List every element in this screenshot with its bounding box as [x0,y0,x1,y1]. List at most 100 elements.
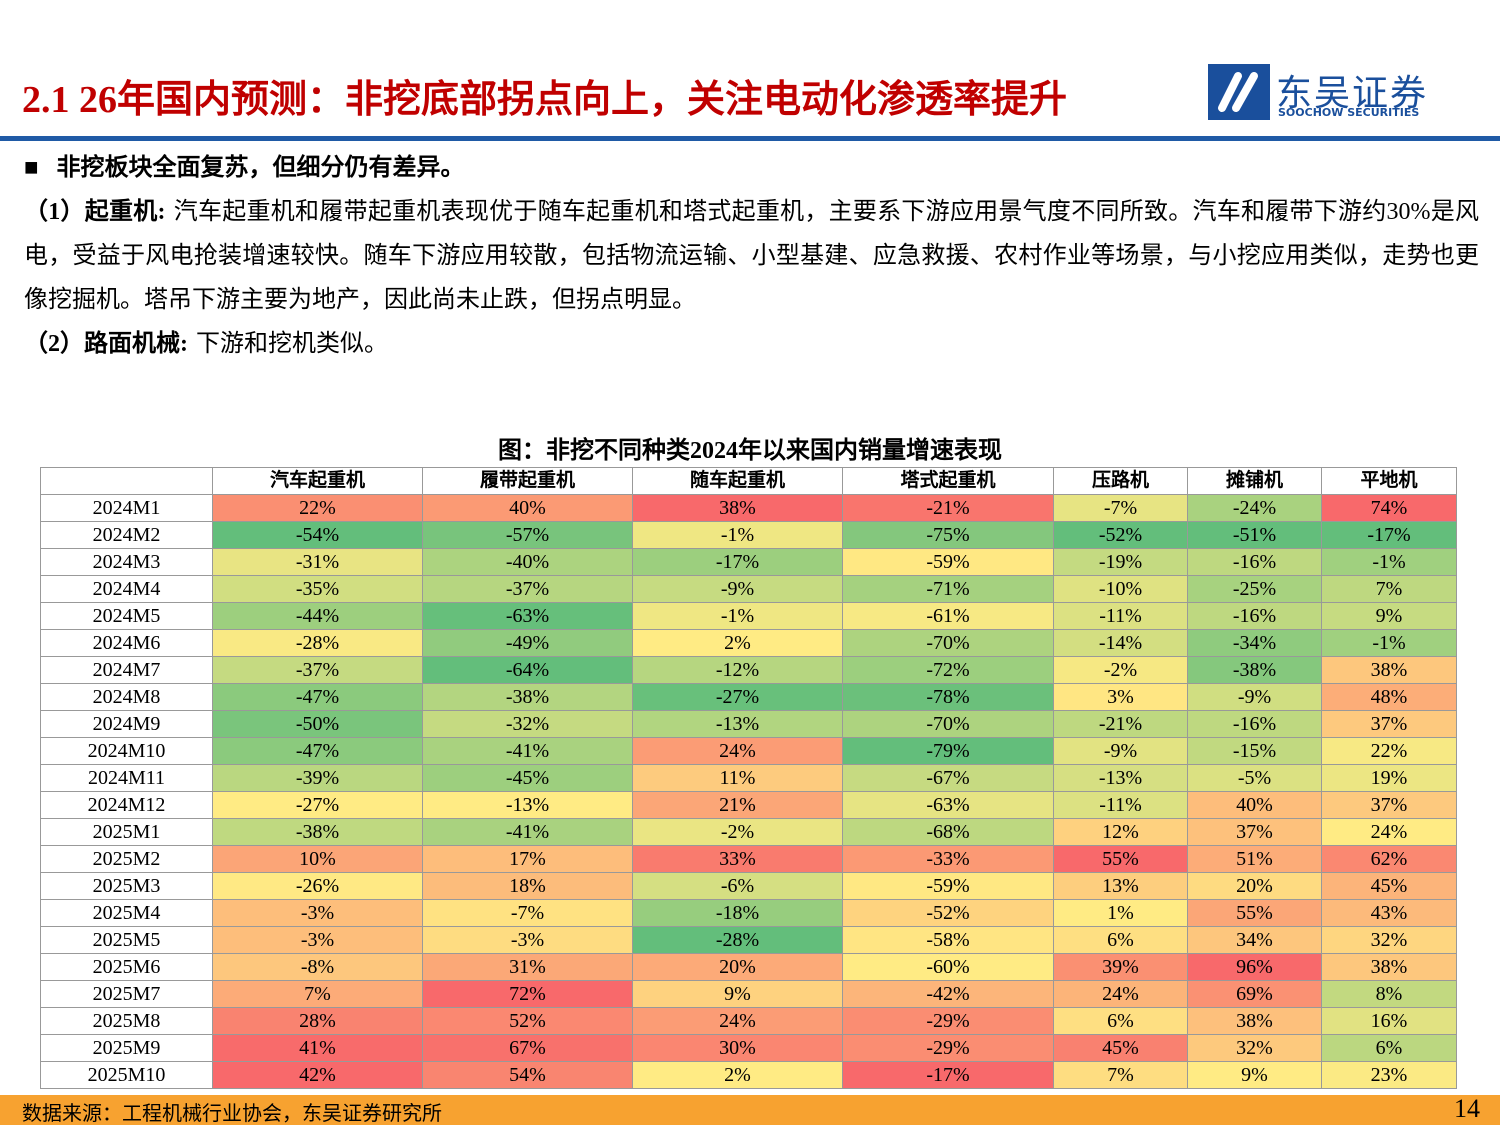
header-cell: 摊铺机 [1187,467,1322,495]
table-cell: -47% [212,683,423,711]
row-label: 2025M7 [40,980,213,1008]
table-cell: 7% [1321,575,1457,603]
table-cell: 8% [1321,980,1457,1008]
table-cell: -5% [1187,764,1322,792]
table-cell: 69% [1187,980,1322,1008]
paragraph-label: （2）路面机械: [24,331,188,357]
table-row: 2025M6 -8% 31% 20% -60% 39% 96% 38% [40,953,1457,981]
table-cell: 17% [422,845,633,873]
header-cell: 平地机 [1321,467,1457,495]
table-cell: 6% [1321,1034,1457,1062]
row-label: 2024M4 [40,575,213,603]
paragraphs: （1）起重机: 汽车起重机和履带起重机表现优于随车起重机和塔式起重机，主要系下游应… [24,190,1479,366]
table-cell: 23% [1321,1061,1457,1089]
table-cell: 19% [1321,764,1457,792]
table-cell: -50% [212,710,423,738]
table-cell: 62% [1321,845,1457,873]
table-cell: 6% [1053,1007,1188,1035]
row-label: 2024M10 [40,737,213,765]
table-cell: 9% [1321,602,1457,630]
table-cell: 51% [1187,845,1322,873]
table-cell: -70% [842,710,1054,738]
table-cell: 39% [1053,953,1188,981]
paragraph-text: 下游和挖机类似。 [196,331,388,357]
table-cell: -41% [422,737,633,765]
table-cell: 28% [212,1007,423,1035]
table-cell: -17% [1321,521,1457,549]
row-label: 2025M1 [40,818,213,846]
table-cell: 38% [1321,656,1457,684]
table-cell: -1% [1321,629,1457,657]
table-cell: -52% [842,899,1054,927]
paragraph: （1）起重机: 汽车起重机和履带起重机表现优于随车起重机和塔式起重机，主要系下游应… [24,190,1479,322]
table-cell: 3% [1053,683,1188,711]
table-cell: -47% [212,737,423,765]
table-cell: -38% [422,683,633,711]
row-label: 2024M7 [40,656,213,684]
logo-name: 东吴证券 [1276,73,1429,114]
table-cell: 10% [212,845,423,873]
table-cell: 22% [212,494,423,522]
table-cell: 45% [1321,872,1457,900]
table-cell: -38% [212,818,423,846]
table-cell: -11% [1053,791,1188,819]
table-row: 2024M5 -44% -63% -1% -61% -11% -16% 9% [40,602,1457,630]
table-cell: -18% [632,899,843,927]
table-cell: 6% [1053,926,1188,954]
table-cell: 9% [632,980,843,1008]
table-cell: 74% [1321,494,1457,522]
row-label: 2025M2 [40,845,213,873]
table-cell: -45% [422,764,633,792]
table-cell: -9% [1187,683,1322,711]
table-cell: -28% [212,629,423,657]
table-cell: 48% [1321,683,1457,711]
row-label: 2025M4 [40,899,213,927]
table-cell: 38% [632,494,843,522]
footer-bar [0,1095,1500,1125]
table-cell: -63% [842,791,1054,819]
table-cell: -17% [632,548,843,576]
table-row: 2025M1 -38% -41% -2% -68% 12% 37% 24% [40,818,1457,846]
row-label: 2024M1 [40,494,213,522]
table-cell: -17% [842,1061,1054,1089]
title: 2.1 26年国内预测：非挖底部拐点向上，关注电动化渗透率提升 [22,79,1068,121]
table: 汽车起重机 履带起重机 随车起重机 塔式起重机 压路机 摊铺机 平地机 2024M1 22% 40… [40,467,1457,1089]
table-cell: 22% [1321,737,1457,765]
table-cell: 20% [632,953,843,981]
table-cell: 18% [422,872,633,900]
table-cell: 33% [632,845,843,873]
table-cell: 67% [422,1034,633,1062]
table-cell: -3% [212,926,423,954]
table-cell: 24% [1321,818,1457,846]
table-row: 2025M8 28% 52% 24% -29% 6% 38% 16% [40,1007,1457,1035]
table-cell: 40% [1187,791,1322,819]
table-cell: 37% [1187,818,1322,846]
table-row: 2025M9 41% 67% 30% -29% 45% 32% 6% [40,1034,1457,1062]
table-cell: -40% [422,548,633,576]
table-row: 2025M7 7% 72% 9% -42% 24% 69% 8% [40,980,1457,1008]
table-cell: -71% [842,575,1054,603]
table-cell: 37% [1321,791,1457,819]
table-row: 2025M2 10% 17% 33% -33% 55% 51% 62% [40,845,1457,873]
table-cell: -32% [422,710,633,738]
table-cell: -29% [842,1034,1054,1062]
table-cell: 24% [632,1007,843,1035]
table-cell: 38% [1321,953,1457,981]
table-cell: -2% [1053,656,1188,684]
table-cell: 2% [632,629,843,657]
table-cell: -11% [1053,602,1188,630]
header-row: 汽车起重机 履带起重机 随车起重机 塔式起重机 压路机 摊铺机 平地机 [40,467,1457,495]
table-cell: -59% [842,548,1054,576]
table-row: 2025M3 -26% 18% -6% -59% 13% 20% 45% [40,872,1457,900]
header-cell: 压路机 [1053,467,1188,495]
table-cell: -12% [632,656,843,684]
table-cell: -38% [1187,656,1322,684]
rule [0,136,1500,141]
table-cell: -2% [632,818,843,846]
table-cell: -58% [842,926,1054,954]
table-cell: 38% [1187,1007,1322,1035]
table-row: 2024M8 -47% -38% -27% -78% 3% -9% 48% [40,683,1457,711]
table-cell: -8% [212,953,423,981]
row-label: 2025M9 [40,1034,213,1062]
table-row: 2025M5 -3% -3% -28% -58% 6% 34% 32% [40,926,1457,954]
